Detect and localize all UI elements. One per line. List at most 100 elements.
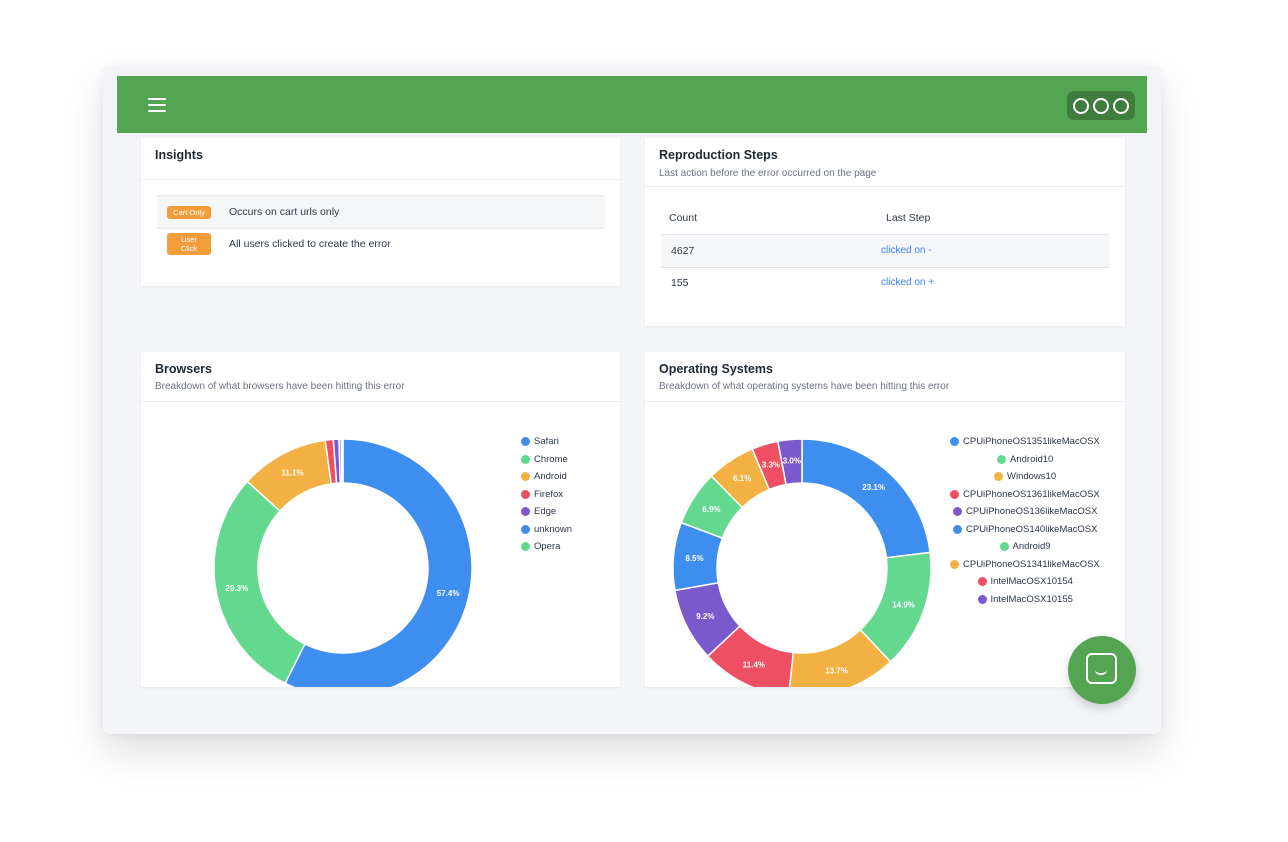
legend-swatch [950,559,959,569]
donut-slice[interactable] [284,438,473,687]
legend-swatch [953,507,962,516]
legend-label: CPUiPhoneOS1341likeMacOSX [963,558,1100,570]
legend-item[interactable]: Firefox [521,489,563,500]
slice-label: 57.4% [437,589,460,598]
browsers-card: Browsers Breakdown of what browsers have… [141,352,620,687]
insights-card: Insights Cart Only Occurs on cart urls o… [141,138,620,286]
legend-item[interactable]: CPUiPhoneOS136likeMacOSX [953,506,1097,517]
legend-label: IntelMacOSX10155 [990,593,1073,605]
reproduction-steps-card: Reproduction Steps Last action before th… [645,138,1125,326]
legend-item[interactable]: Android10 [997,454,1053,465]
legend-swatch [994,472,1003,481]
donut-slice[interactable] [776,438,803,486]
legend-swatch [999,542,1009,551]
legend-swatch [953,524,962,534]
count-cell: 4627 [671,245,695,257]
legend-label: Android9 [1012,541,1051,552]
divider [645,401,1125,402]
legend-item[interactable]: Opera [521,541,560,552]
legend-item[interactable]: unknown [521,524,572,535]
legend-swatch [521,507,530,516]
divider [141,401,620,402]
legend-swatch [521,454,530,464]
slice-label: 13.7% [825,666,848,675]
slice-label: 6.1% [733,474,751,483]
legend-swatch [521,472,530,481]
legend-label: IntelMacOSX10154 [990,576,1073,587]
legend-item[interactable]: Android [521,471,567,482]
count-cell: 155 [671,277,689,289]
legend-label: Windows10 [1007,471,1057,482]
column-header-count: Count [669,212,698,224]
legend-item[interactable]: CPUiPhoneOS1351likeMacOSX [950,436,1100,447]
slice-label: 3.3% [762,461,780,470]
legend-swatch [950,489,959,499]
legend-item[interactable]: Safari [521,436,559,447]
slice-label: 29.3% [226,584,249,593]
three-circles-logo-icon[interactable] [1067,91,1135,120]
legend-label: Android10 [1010,453,1054,465]
operating-systems-card: Operating Systems Breakdown of what oper… [645,352,1125,687]
legend-label: Chrome [534,453,568,465]
legend-label: Opera [534,541,561,552]
slice-label: 14.9% [892,601,915,610]
operating-systems-legend: CPUiPhoneOS1351likeMacOSX Android10 Window… [945,436,1105,606]
donut-slice[interactable] [788,628,892,687]
operating-systems-donut-chart: 23.1% 14.9% 13.7% 11.4% 9.2% 8.5% 6.9% 6.1% 3.3%… [672,438,932,687]
reproduction-steps-subtitle: Last action before the error occurred on… [659,168,877,179]
insight-text: Occurs on cart urls only [229,206,340,218]
browsers-title: Browsers [155,362,212,376]
slice-label: 3.0% [783,456,801,465]
legend-label: Android [534,471,567,482]
legend-swatch [521,489,530,499]
browsers-legend: Safari Chrome Android Firefox Edge unknown Ope… [521,436,620,566]
legend-item[interactable]: CPUiPhoneOS1361likeMacOSX [950,489,1100,500]
last-step-link[interactable]: clicked on - [881,245,932,256]
legend-swatch [521,437,530,446]
browsers-subtitle: Breakdown of what browsers have been hit… [155,381,405,392]
donut-slice[interactable] [340,438,344,484]
legend-item[interactable]: Windows10 [994,471,1056,482]
browsers-donut-chart: 57.4% 29.3% 11.1% [213,438,473,687]
operating-systems-subtitle: Breakdown of what operating systems have… [659,381,950,392]
donut-slice[interactable] [801,438,931,559]
insights-title: Insights [155,148,203,162]
column-header-last-step: Last Step [886,212,931,224]
top-navbar [117,76,1147,133]
table-row: 155 clicked on + [661,267,1109,299]
legend-swatch [977,594,987,604]
legend-swatch [521,542,530,551]
divider [645,186,1125,187]
table-row: 4627 clicked on - [661,234,1109,268]
hamburger-icon[interactable] [148,98,166,112]
legend-label: CPUiPhoneOS136likeMacOSX [966,506,1098,517]
legend-item[interactable]: IntelMacOSX10154 [977,576,1073,587]
chat-bubble-icon[interactable] [1068,636,1136,704]
slice-label: 8.5% [685,554,703,563]
slice-label: 11.1% [281,469,303,478]
legend-swatch [997,454,1006,464]
legend-item[interactable]: Chrome [521,454,568,465]
reproduction-steps-title: Reproduction Steps [659,148,778,162]
legend-swatch [950,437,959,446]
legend-label: Firefox [534,488,564,500]
legend-swatch [521,524,530,534]
slice-label: 23.1% [862,483,885,492]
last-step-link[interactable]: clicked on + [881,277,935,288]
operating-systems-title: Operating Systems [659,362,773,376]
insight-row: User Click All users clicked to create t… [157,228,605,260]
divider [141,179,620,180]
slice-label: 11.4% [743,661,765,670]
legend-item[interactable]: Edge [521,506,556,517]
legend-item[interactable]: IntelMacOSX10155 [977,593,1073,605]
insight-text: All users clicked to create the error [229,238,391,250]
legend-item[interactable]: CPUiPhoneOS1341likeMacOSX [950,559,1100,570]
cart-only-badge: Cart Only [167,205,211,219]
legend-label: Safari [534,436,559,447]
insight-row: Cart Only Occurs on cart urls only [157,195,605,229]
donut-slice[interactable] [213,480,306,685]
slice-label: 6.9% [702,505,720,514]
legend-item[interactable]: Android9 [999,541,1051,552]
legend-swatch [977,577,987,586]
legend-item[interactable]: CPUiPhoneOS140likeMacOSX [953,524,1097,535]
